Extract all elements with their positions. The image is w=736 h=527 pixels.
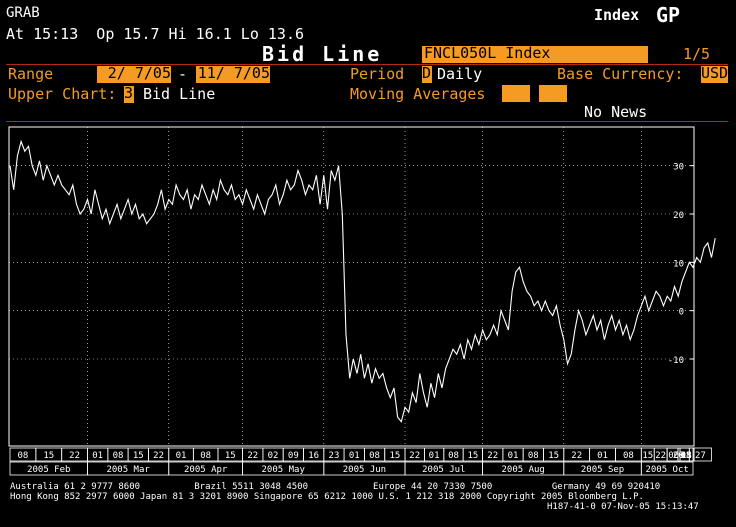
footer-contacts-1: Australia 61 2 9777 8600 Brazil 5511 304… <box>10 482 661 492</box>
day-tick-label: 23 <box>329 451 340 461</box>
y-tick-label: -10 <box>668 356 684 366</box>
upper-chart-label: Upper Chart: <box>8 85 117 103</box>
upper-chart-code-field[interactable]: 3 <box>124 84 134 103</box>
period-label: Period <box>350 65 405 83</box>
quote-line: At 15:13 Op 15.7 Hi 16.1 Lo 13.6 <box>6 25 305 43</box>
day-tick-label: 06 <box>668 451 679 461</box>
day-tick-label: 08 <box>528 451 539 461</box>
day-tick-label: 01 <box>176 451 187 461</box>
month-label: 2005 Feb <box>27 465 70 475</box>
app-code: GRAB <box>6 5 40 21</box>
month-label: 2005 Apr <box>184 465 228 475</box>
day-tick-label: 22 <box>409 451 420 461</box>
plot-frame <box>8 126 695 447</box>
day-tick-cell <box>688 447 712 462</box>
moving-average-2-field[interactable] <box>539 85 567 102</box>
month-label: 2005 Jun <box>343 465 386 475</box>
day-tick-cell <box>677 447 695 462</box>
footer-timestamp: H187-41-0 07-Nov-05 15:13:47 <box>547 502 699 512</box>
day-tick-label: 15 <box>642 451 653 461</box>
moving-averages-label: Moving Averages <box>350 85 486 103</box>
news-status: No News <box>584 103 648 121</box>
day-tick-label: 01 <box>429 451 440 461</box>
day-tick-label: 02 <box>268 451 279 461</box>
day-tick-label: 18 <box>681 451 692 461</box>
day-tick-label: 16 <box>308 451 319 461</box>
day-tick-label: 01 <box>597 451 608 461</box>
month-label: 2005 Oct <box>645 465 688 475</box>
day-tick-label: 27 <box>695 451 706 461</box>
y-tick-label: 0 <box>679 308 684 318</box>
day-tick-label: 01 <box>349 451 360 461</box>
page-number: 1/5 <box>683 45 711 63</box>
month-label: 2005 Jul <box>422 465 465 475</box>
day-tick-label: 08 <box>113 451 124 461</box>
day-tick-label: 22 <box>487 451 498 461</box>
day-tick-label: 15 <box>43 451 54 461</box>
upper-chart-value: Bid Line <box>143 85 216 103</box>
day-tick-label: 15 <box>133 451 144 461</box>
y-tick-label: 30 <box>673 163 684 173</box>
month-label: 2005 Sep <box>581 465 624 475</box>
day-tick-label: 22 <box>153 451 164 461</box>
day-tick-label: 22 <box>69 451 80 461</box>
range-dash: - <box>178 65 188 83</box>
range-label: Range <box>8 65 54 83</box>
month-cell <box>640 461 694 476</box>
y-tick-label: 10 <box>673 259 684 269</box>
day-tick-label: 22 <box>655 451 666 461</box>
period-code-field[interactable]: D <box>422 64 432 83</box>
month-label: 2005 Mar <box>106 465 150 475</box>
day-tick-label: 01 <box>508 451 519 461</box>
bid-line-series <box>9 139 716 424</box>
range-start-field[interactable]: 2/ 7/05 <box>97 66 171 83</box>
day-tick-label: 15 <box>389 451 400 461</box>
day-tick-label: 13 <box>681 451 692 461</box>
day-tick-label: 11 <box>681 451 692 461</box>
day-tick-label: 03 <box>681 451 692 461</box>
day-tick-label: 01 <box>681 451 692 461</box>
day-tick-label: 08 <box>681 451 692 461</box>
month-label: 2005 May <box>262 465 306 475</box>
header-separator <box>6 64 728 65</box>
day-tick-label: 01 <box>92 451 103 461</box>
menu-label[interactable]: Index <box>594 6 640 24</box>
range-end-field[interactable]: 11/ 7/05 <box>196 64 270 83</box>
currency-label: Base Currency: <box>557 65 684 83</box>
day-tick-label: 22 <box>571 451 582 461</box>
month-label: 2005 Aug <box>501 465 544 475</box>
day-tick-label: 08 <box>369 451 380 461</box>
y-tick-label: 20 <box>673 211 684 221</box>
day-tick-label: 15 <box>225 451 236 461</box>
day-tick-label: 09 <box>288 451 299 461</box>
page-title: Bid Line <box>262 42 383 66</box>
day-tick-label: 22 <box>247 451 258 461</box>
security-field[interactable]: FNCL050L Index <box>422 46 648 63</box>
day-tick-label: 15 <box>467 451 478 461</box>
day-tick-label: 08 <box>623 451 634 461</box>
currency-field[interactable]: USD <box>701 64 729 83</box>
day-tick-label: 25 <box>681 451 692 461</box>
period-value: Daily <box>437 65 483 83</box>
settings-separator <box>6 121 728 122</box>
day-tick-label: 15 <box>548 451 559 461</box>
day-tick-label: 08 <box>200 451 211 461</box>
day-tick-label: 08 <box>17 451 28 461</box>
day-tick-label: 08 <box>448 451 459 461</box>
footer-contacts-2: Hong Kong 852 2977 6000 Japan 81 3 3201 … <box>10 492 644 502</box>
moving-average-1-field[interactable] <box>502 85 530 102</box>
function-code[interactable]: GP <box>656 3 681 27</box>
